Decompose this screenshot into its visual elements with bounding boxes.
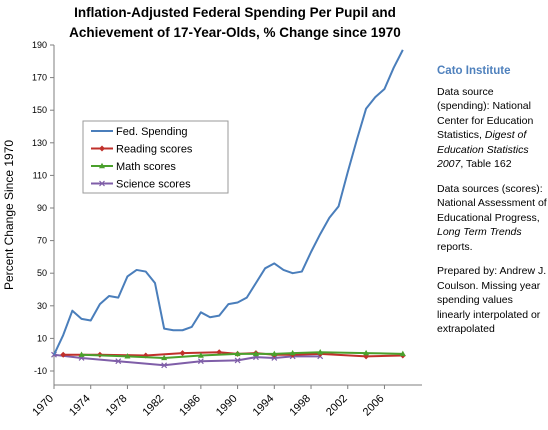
data-point: [363, 349, 370, 356]
data-point: [99, 180, 105, 187]
y-tick-label: 190: [32, 40, 47, 50]
data-point: [234, 357, 241, 364]
legend-box: [82, 120, 229, 194]
chart-title-line-2: Achievement of 17-Year-Olds, % Change si…: [69, 25, 401, 40]
x-tick-label: 2002: [324, 393, 350, 419]
scores-source-note: Data sources (scores): National Assessme…: [437, 182, 547, 255]
y-tick-label: 70: [37, 236, 47, 246]
y-tick-label: 130: [32, 138, 47, 148]
spending-source-note: Data source (spending): National Center …: [437, 85, 547, 172]
data-point: [99, 145, 105, 152]
data-point: [271, 355, 278, 361]
data-point: [99, 162, 105, 169]
legend-label: Science scores: [116, 179, 191, 191]
y-tick-label: 110: [33, 170, 47, 180]
data-point: [271, 350, 278, 357]
data-point: [78, 351, 85, 357]
x-tick-label: 1986: [177, 393, 203, 419]
spending-source-table: , Table 162: [460, 158, 512, 170]
data-point: [317, 349, 324, 355]
y-tick-label: 30: [37, 301, 47, 311]
side-panel: Cato Institute Data source (spending): N…: [437, 64, 547, 347]
legend-label: Math scores: [116, 161, 176, 173]
data-point: [289, 349, 296, 356]
data-point: [60, 351, 67, 358]
y-tick-label: 150: [32, 105, 47, 115]
x-tick-label: 1978: [104, 393, 130, 419]
data-point: [197, 352, 204, 358]
data-point: [161, 354, 168, 361]
spending-source-text: Data source (spending): National Center …: [437, 85, 534, 142]
legend: Fed. Spending Reading scores Math scores Sc…: [82, 120, 229, 194]
y-axis-title: Percent Change Since 1970: [2, 140, 16, 290]
series-2: [78, 349, 406, 361]
scores-source-title: Long Term Trends: [437, 226, 522, 238]
y-tick-label: 170: [32, 73, 47, 83]
y-tick-label: -10: [34, 366, 47, 376]
series-line: [53, 353, 321, 367]
x-tick-label: 1982: [140, 393, 166, 419]
x-tick-label: 1970: [30, 393, 56, 419]
chart-title: Inflation-Adjusted Federal Spending Per …: [40, 3, 430, 43]
x-tick-label: 1974: [67, 393, 93, 419]
y-tick-label: 50: [37, 268, 47, 278]
data-point: [115, 358, 122, 365]
data-point: [399, 350, 406, 357]
org-name: Cato Institute: [437, 65, 511, 77]
x-tick-label: 2006: [361, 393, 387, 419]
data-point: [197, 358, 204, 365]
x-tick-label: 1990: [214, 393, 240, 419]
series-3: [51, 351, 324, 369]
data-point: [124, 353, 131, 359]
legend-label: Reading scores: [116, 144, 193, 156]
prepared-by-note: Prepared by: Andrew J. Coulson. Missing …: [437, 265, 547, 335]
data-point: [252, 350, 259, 357]
y-tick-label: 90: [37, 203, 47, 213]
series-line: [53, 49, 404, 356]
chart-title-line-1: Inflation-Adjusted Federal Spending Per …: [74, 5, 396, 20]
y-tick-label: 10: [37, 333, 47, 343]
series-0: [53, 49, 404, 356]
data-point: [161, 362, 168, 369]
spending-source-title: Digest of Education Statistics 2007: [437, 129, 529, 170]
scores-source-text: Data sources (scores): National Assessme…: [437, 182, 547, 224]
x-tick-label: 1998: [287, 393, 313, 419]
data-point: [179, 350, 186, 357]
x-tick-label: 1994: [251, 393, 277, 419]
scores-source-tail: reports.: [437, 240, 473, 253]
legend-label: Fed. Spending: [116, 126, 188, 138]
data-point: [234, 350, 241, 357]
